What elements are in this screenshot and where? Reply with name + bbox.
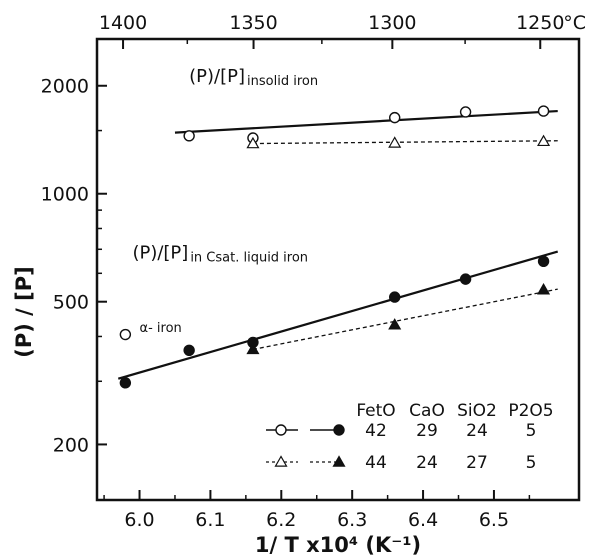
data-point: [183, 344, 195, 357]
legend-value: 24: [416, 453, 438, 473]
data-point: [246, 136, 260, 149]
data-point: [537, 255, 550, 268]
data-point: [275, 424, 287, 436]
annotation-main: (P)/[P]: [132, 242, 188, 263]
annotation-main: (P)/[P]: [189, 66, 245, 87]
legend-value: 5: [526, 453, 537, 473]
data-point: [332, 455, 346, 467]
top-tick-label: 1400: [99, 12, 147, 34]
chart-annotation: (P)/[P] in Csat. liquid iron: [132, 242, 308, 265]
data-point: [119, 377, 132, 389]
x-tick-label: 6.1: [195, 509, 225, 531]
chart-annotation: (P)/[P] insolid iron: [189, 66, 318, 89]
y-tick-label: 200: [53, 434, 89, 456]
series-line: [117, 250, 559, 380]
legend-value: 5: [526, 421, 537, 441]
data-point: [537, 105, 550, 117]
x-axis-title: 1/ T x10⁴ (K⁻¹): [255, 533, 421, 557]
legend-value: 44: [365, 453, 387, 473]
legend-header: SiO2: [457, 401, 497, 421]
data-point: [388, 136, 402, 148]
data-point: [274, 455, 288, 467]
series-line: [252, 140, 558, 145]
annotation-subscript: in Csat. liquid iron: [190, 250, 308, 265]
legend: FetO CaO SiO2 P2O5 42 29 24 5 44 24 27 5: [266, 401, 554, 473]
y-axis: 200 500 1000 2000: [41, 76, 107, 456]
x-tick-label: 6.3: [337, 509, 367, 531]
top-tick-label: 1250: [516, 12, 564, 34]
annotations: (P)/[P] insolid iron(P)/[P] in Csat. liqui…: [132, 66, 318, 336]
series-line: [174, 109, 558, 134]
plot-frame: [95, 37, 581, 502]
data-point: [246, 342, 260, 355]
top-tick-label: 1300: [368, 12, 416, 34]
legend-header: CaO: [409, 401, 445, 421]
y-tick-label: 2000: [41, 76, 89, 98]
series-line: [252, 288, 558, 351]
y-axis-title: (P) / [P]: [12, 266, 36, 357]
x-tick-label: 6.5: [479, 509, 509, 531]
legend-value: 29: [416, 421, 438, 441]
data-point: [333, 424, 345, 436]
data-point: [537, 283, 551, 295]
top-tick-label: 1350: [229, 12, 277, 34]
y-tick-label: 1000: [41, 184, 89, 206]
data-point: [537, 134, 551, 147]
data-markers: [119, 105, 551, 389]
x-tick-label: 6.0: [124, 509, 154, 531]
x-axis: 6.0 6.1 6.2 6.3 6.4 6.5: [103, 490, 531, 531]
chart-annotation: α- iron: [140, 321, 182, 336]
data-point: [183, 130, 195, 142]
y-tick-label: 500: [53, 292, 89, 314]
data-point: [459, 106, 472, 118]
data-point: [119, 328, 132, 341]
annotation-subscript: insolid iron: [247, 74, 318, 89]
legend-value: 24: [466, 421, 488, 441]
data-point: [389, 111, 401, 124]
legend-header: P2O5: [508, 401, 553, 421]
data-point: [389, 291, 401, 303]
x-tick-label: 6.4: [408, 509, 438, 531]
data-point: [388, 318, 402, 330]
legend-value: 42: [365, 421, 387, 441]
top-axis: 1400 1350 1300 1250°C: [99, 12, 586, 49]
top-axis-unit: °C: [563, 12, 586, 34]
legend-value: 27: [466, 453, 488, 473]
legend-header: FetO: [356, 401, 395, 421]
fit-lines: [117, 109, 559, 380]
data-point: [459, 273, 472, 285]
x-tick-label: 6.2: [266, 509, 296, 531]
